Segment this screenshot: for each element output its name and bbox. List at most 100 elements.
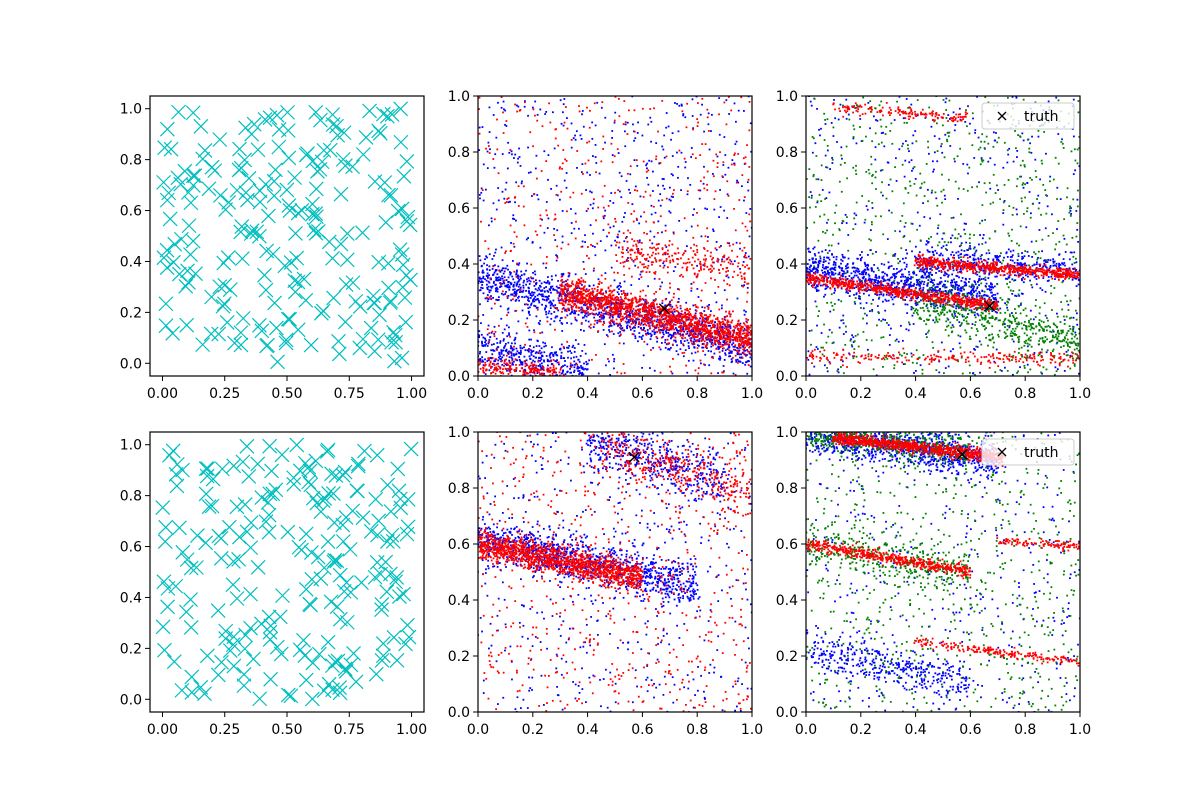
- data-point: [563, 285, 566, 288]
- data-point: [748, 166, 751, 168]
- data-point: [541, 218, 543, 221]
- data-point: [719, 324, 722, 327]
- data-point: [526, 379, 528, 381]
- data-point: [180, 263, 195, 279]
- data-point: [1074, 169, 1077, 172]
- data-point: [510, 242, 512, 244]
- data-point: [598, 292, 600, 295]
- data-point: [736, 274, 739, 277]
- data-point: [727, 261, 730, 264]
- data-point: [724, 337, 727, 340]
- data-point: [718, 320, 720, 323]
- data-point: [616, 241, 618, 244]
- data-point: [580, 374, 583, 376]
- data-point: [612, 301, 614, 304]
- data-point: [493, 364, 496, 367]
- data-point: [620, 251, 623, 254]
- data-point: [597, 300, 600, 303]
- data-point: [488, 332, 491, 335]
- data-point: [643, 211, 646, 214]
- data-point: [663, 260, 665, 263]
- data-point: [619, 312, 622, 315]
- data-point: [665, 112, 668, 114]
- data-point: [566, 299, 569, 302]
- data-point: [603, 322, 606, 324]
- data-point: [583, 378, 585, 380]
- data-point: [564, 360, 566, 362]
- data-point: [560, 351, 563, 354]
- data-point: [619, 327, 622, 330]
- data-point: [694, 333, 697, 336]
- data-point: [660, 308, 662, 311]
- data-point: [618, 115, 621, 118]
- data-point: [517, 105, 520, 108]
- data-point: [612, 311, 615, 314]
- data-point: [732, 372, 735, 375]
- data-point: [824, 154, 827, 157]
- data-point: [619, 305, 621, 308]
- data-point: [673, 315, 675, 318]
- data-point: [540, 351, 543, 354]
- data-point: [575, 295, 578, 297]
- data-point: [874, 158, 877, 161]
- data-point: [497, 265, 500, 268]
- data-point: [710, 345, 713, 348]
- data-point: [638, 278, 641, 280]
- data-point: [551, 285, 554, 288]
- data-point: [615, 311, 617, 314]
- data-point: [296, 271, 312, 287]
- data-point: [525, 238, 528, 241]
- data-point: [588, 126, 591, 129]
- data-point: [730, 321, 733, 324]
- data-point: [636, 317, 639, 320]
- data-point: [707, 268, 710, 271]
- data-point: [588, 288, 591, 291]
- data-point: [567, 356, 569, 359]
- data-point: [640, 270, 643, 273]
- data-point: [639, 195, 642, 198]
- data-point: [675, 318, 678, 321]
- data-point: [678, 319, 681, 321]
- data-point: [559, 99, 562, 102]
- data-point: [602, 148, 605, 150]
- data-point: [602, 329, 605, 331]
- data-point: [553, 383, 555, 385]
- data-point: [507, 141, 509, 144]
- data-point: [743, 196, 746, 198]
- data-point: [703, 247, 705, 249]
- data-point: [645, 332, 647, 335]
- data-point: [650, 335, 653, 338]
- data-point: [507, 276, 510, 279]
- data-point: [672, 358, 674, 360]
- data-point: [512, 378, 514, 380]
- data-point: [653, 292, 656, 295]
- data-point: [543, 345, 546, 348]
- data-point: [514, 338, 517, 341]
- data-point: [700, 265, 702, 268]
- data-point: [584, 162, 587, 165]
- data-point: [487, 342, 490, 345]
- data-point: [684, 308, 687, 311]
- data-point: [252, 228, 267, 244]
- data-point: [722, 347, 725, 350]
- data-point: [715, 241, 718, 243]
- data-point: [478, 271, 480, 274]
- data-point: [502, 339, 505, 342]
- data-point: [696, 288, 699, 290]
- data-point: [658, 288, 661, 290]
- data-point: [609, 284, 612, 287]
- data-point: [707, 333, 710, 336]
- data-point: [233, 224, 249, 240]
- data-point: [690, 287, 693, 290]
- data-point: [554, 374, 557, 376]
- data-point: [669, 211, 672, 214]
- data-point: [510, 345, 512, 348]
- data-point: [744, 353, 747, 356]
- data-point: [533, 329, 535, 332]
- data-point: [546, 368, 549, 371]
- data-point: [664, 244, 667, 247]
- data-point: [533, 363, 536, 366]
- data-point: [594, 297, 597, 300]
- data-point: [617, 332, 620, 335]
- data-point: [739, 340, 742, 343]
